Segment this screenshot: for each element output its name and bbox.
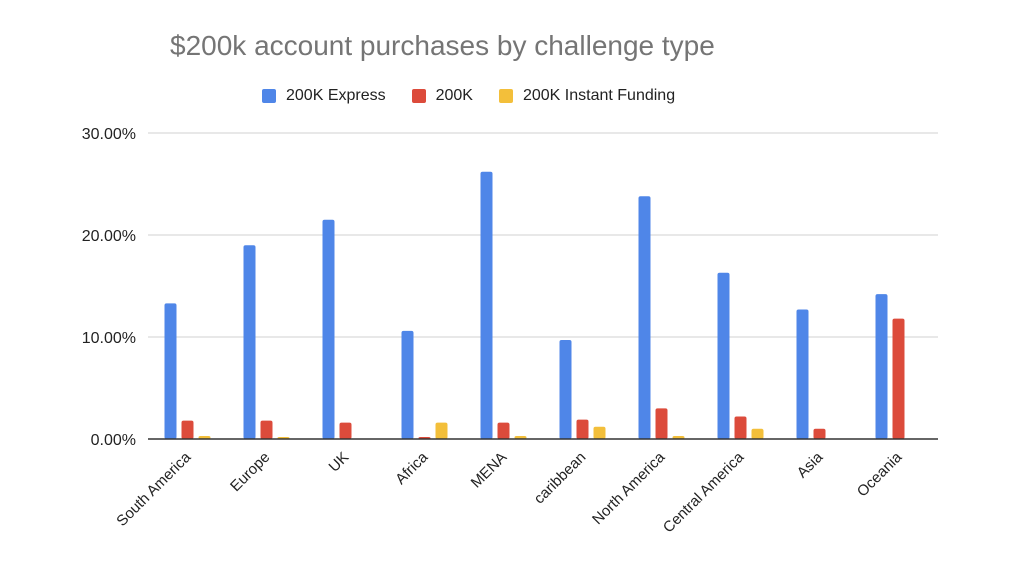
x-tick-label: UK — [326, 449, 353, 476]
legend-label-200k: 200K — [435, 87, 473, 104]
y-tick-label: 30.00% — [82, 126, 136, 143]
legend: 200K Express 200K 200K Instant Funding — [262, 85, 701, 107]
x-tick-label: Africa — [392, 448, 432, 488]
x-tick-label: Asia — [794, 448, 827, 481]
bar — [593, 426, 606, 439]
x-tick-label: North America — [589, 448, 669, 528]
x-tick-label: Oceania — [854, 448, 906, 500]
bar — [260, 420, 273, 439]
legend-swatch-express — [262, 89, 276, 103]
bar — [892, 318, 905, 439]
bar — [435, 422, 448, 439]
bar — [559, 340, 572, 439]
legend-item-instant: 200K Instant Funding — [498, 87, 676, 105]
bar — [576, 419, 589, 439]
chart-title: $200k account purchases by challenge typ… — [170, 30, 715, 61]
legend-item-200k: 200K — [411, 87, 473, 105]
x-tick-label: caribbean — [531, 449, 590, 508]
bar — [181, 420, 194, 439]
bar — [164, 303, 177, 439]
bar — [339, 422, 352, 439]
bar — [796, 309, 809, 439]
y-tick-label: 20.00% — [82, 228, 136, 245]
legend-label-instant: 200K Instant Funding — [522, 87, 676, 104]
bar — [638, 196, 651, 439]
bar — [401, 330, 414, 439]
x-tick-label: MENA — [468, 449, 511, 492]
bar — [480, 171, 493, 439]
bar — [717, 272, 730, 439]
x-tick-label: South America — [113, 448, 194, 529]
bar — [198, 435, 211, 439]
legend-item-express: 200K Express — [262, 87, 386, 105]
bar — [322, 219, 335, 439]
bar — [875, 294, 888, 439]
bar — [813, 428, 826, 439]
legend-swatch-instant — [498, 89, 513, 103]
legend-swatch-200k — [411, 89, 426, 103]
legend-label-express: 200K Express — [286, 87, 386, 104]
x-tick-label: Europe — [227, 449, 273, 495]
bar — [497, 422, 510, 439]
bar — [734, 416, 747, 439]
y-tick-label: 10.00% — [82, 330, 136, 347]
bar — [243, 245, 256, 439]
bar — [514, 435, 527, 439]
x-tick-label: Central America — [660, 448, 748, 536]
y-tick-label: 0.00% — [91, 432, 136, 449]
bar — [751, 428, 764, 439]
bar — [655, 408, 668, 439]
bar — [672, 435, 685, 439]
